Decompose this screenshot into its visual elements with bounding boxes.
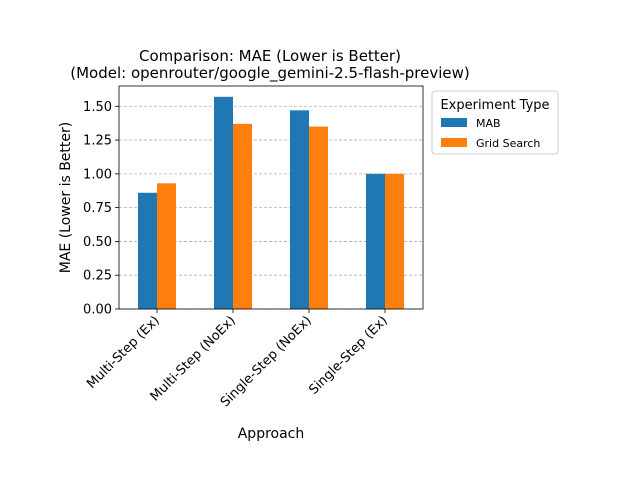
bar-mab (138, 192, 157, 309)
x-tick-label: Multi-Step (Ex) (84, 313, 163, 392)
x-tick-label: Multi-Step (NoEx) (148, 313, 239, 404)
bar-grid-search (385, 173, 404, 309)
plot-frame (118, 85, 424, 310)
y-tick-label: 0.75 (83, 201, 112, 216)
y-tick-label: 1.25 (83, 134, 112, 149)
bar-grid-search (233, 123, 252, 309)
bar-mab (214, 96, 233, 309)
y-tick-label: 0.25 (83, 269, 112, 284)
legend-swatch-grid-search (441, 138, 467, 147)
bar-mab (290, 110, 309, 309)
x-axis-label: Approach (238, 426, 305, 442)
chart-title: Comparison: MAE (Lower is Better) (139, 47, 401, 65)
legend-swatch-mab (441, 118, 467, 127)
legend-label-grid-search: Grid Search (476, 137, 540, 150)
legend-title: Experiment Type (440, 98, 549, 113)
x-axis: Multi-Step (Ex)Multi-Step (NoEx) Single-S… (84, 309, 391, 410)
bar-grid-search (157, 183, 176, 309)
legend-label-mab: MAB (476, 117, 501, 130)
x-tick-label: Single-Step (Ex) (306, 313, 390, 397)
bars (138, 96, 404, 309)
y-axis: 0.00 0.25 0.50 0.75 1.00 1.25 1.50 (83, 100, 119, 318)
y-tick-label: 1.50 (83, 100, 112, 115)
bar-mab (366, 173, 385, 309)
y-tick-label: 0.00 (83, 303, 112, 318)
legend: Experiment Type MAB Grid Search (431, 90, 559, 155)
bar-grid-search (309, 126, 328, 309)
chart-subtitle: (Model: openrouter/google_gemini-2.5-fla… (70, 64, 470, 83)
y-tick-label: 1.00 (83, 167, 112, 182)
y-tick-label: 0.50 (83, 235, 112, 250)
y-axis-label: MAE (Lower is Better) (58, 122, 74, 273)
